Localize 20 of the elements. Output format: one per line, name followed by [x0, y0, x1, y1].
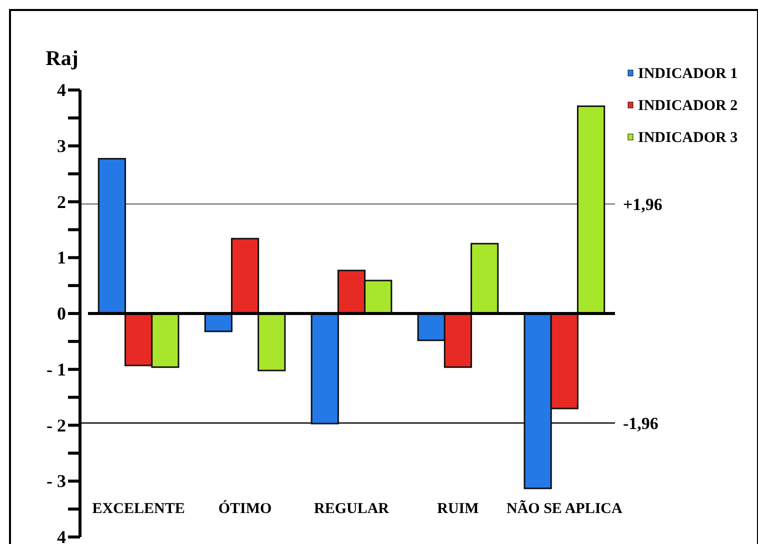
y-tick-label: 3: [57, 136, 66, 156]
y-tick-label: 4: [57, 527, 66, 544]
x-tick-label: RUIM: [437, 501, 479, 517]
x-tick-label: NÃO SE APLICA: [506, 500, 623, 517]
ref-line-label: -1,96: [623, 414, 658, 434]
y-axis-title: Raj: [46, 46, 78, 70]
y-tick-label: - 3: [46, 471, 66, 492]
y-tick-label: 2: [57, 192, 66, 212]
x-tick-label: REGULAR: [314, 501, 390, 517]
legend-label: INDICADOR 1: [638, 66, 738, 82]
x-tick-label: EXCELENTE: [92, 501, 185, 517]
y-tick-label: - 2: [46, 415, 66, 436]
y-tick-label: - 1: [46, 359, 66, 380]
legend-label: INDICADOR 2: [638, 98, 738, 114]
legend-label: INDICADOR 3: [638, 130, 738, 146]
ref-line-label: +1,96: [623, 194, 662, 214]
x-tick-label: ÓTIMO: [218, 500, 272, 517]
y-tick-label: 1: [57, 248, 66, 268]
y-tick-label: 0: [57, 304, 66, 324]
y-tick-label: 4: [57, 80, 66, 100]
